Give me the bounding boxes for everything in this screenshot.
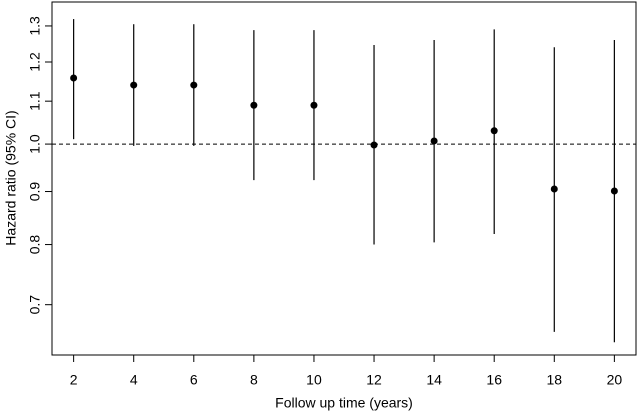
point xyxy=(490,127,498,135)
x-tick-label: 20 xyxy=(607,372,623,388)
x-tick-label: 18 xyxy=(546,372,562,388)
y-tick-label: 0.7 xyxy=(27,295,43,315)
point xyxy=(310,101,318,109)
x-tick-label: 14 xyxy=(426,372,442,388)
point xyxy=(130,81,138,89)
y-tick-label: 1.0 xyxy=(27,134,43,154)
x-tick-label: 12 xyxy=(366,372,382,388)
point xyxy=(70,74,78,82)
y-tick-label: 1.2 xyxy=(27,52,43,72)
y-axis-title: Hazard ratio (95% CI) xyxy=(3,110,19,245)
y-tick-label: 0.9 xyxy=(27,182,43,202)
y-tick-label: 1.3 xyxy=(27,16,43,36)
point xyxy=(430,137,438,145)
point xyxy=(250,101,258,109)
plot-frame xyxy=(51,1,637,356)
x-tick-label: 10 xyxy=(306,372,322,388)
x-tick-label: 16 xyxy=(486,372,502,388)
y-tick-label: 0.8 xyxy=(27,235,43,255)
point xyxy=(370,141,378,149)
x-tick-label: 2 xyxy=(70,372,78,388)
x-axis-title: Follow up time (years) xyxy=(275,395,413,411)
point xyxy=(550,185,558,193)
x-tick-label: 8 xyxy=(250,372,258,388)
y-tick-label: 1.1 xyxy=(27,91,43,111)
x-tick-label: 6 xyxy=(190,372,198,388)
point xyxy=(610,187,618,195)
point xyxy=(190,81,198,89)
x-tick-label: 4 xyxy=(130,372,138,388)
